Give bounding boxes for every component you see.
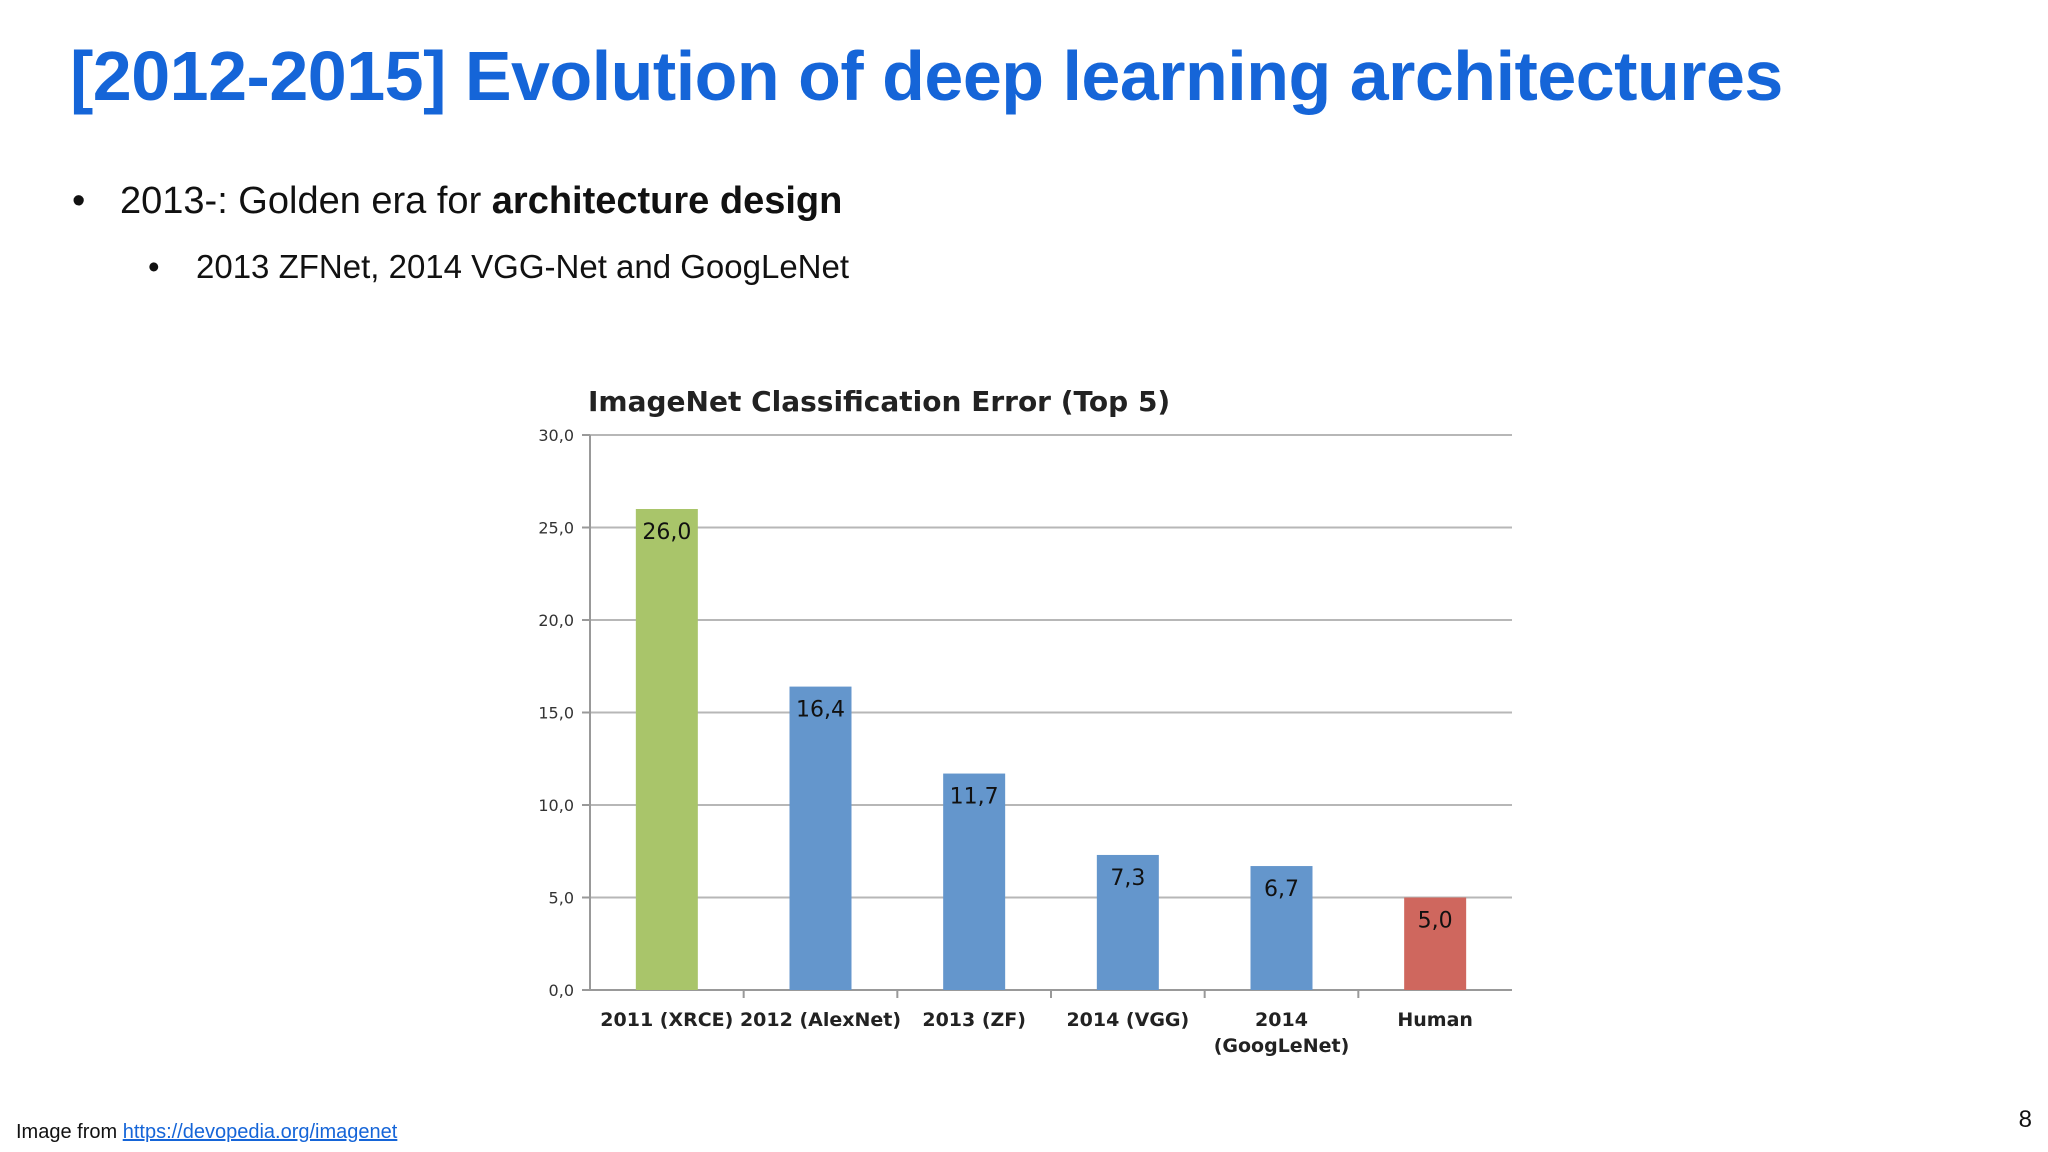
x-tick-label: (GoogLeNet)	[1214, 1035, 1350, 1057]
x-tick-label: 2011 (XRCE)	[600, 1009, 733, 1031]
bullet-emphasis: architecture design	[491, 180, 843, 222]
bar-value-label: 7,3	[1110, 866, 1145, 891]
y-tick-label: 10,0	[538, 796, 574, 815]
chart-title: ImageNet Classification Error (Top 5)	[588, 385, 1170, 418]
slide-title: [2012-2015] Evolution of deep learning a…	[70, 37, 1783, 115]
bullet-marker: •	[72, 180, 86, 222]
bar	[1250, 866, 1313, 990]
y-tick-label: 15,0	[538, 704, 574, 723]
bar-value-label: 5,0	[1418, 909, 1453, 934]
x-tick-label: 2014	[1255, 1009, 1308, 1031]
y-tick-label: 0,0	[549, 981, 574, 1000]
x-tick-label: 2012 (AlexNet)	[740, 1009, 901, 1031]
bullet-marker: •	[148, 248, 160, 285]
bullet-item-architectures: • 2013 ZFNet, 2014 VGG-Net and GoogLeNet	[148, 248, 849, 286]
y-tick-label: 30,0	[538, 426, 574, 445]
bullet-text: 2013 ZFNet, 2014 VGG-Net and GoogLeNet	[196, 248, 850, 285]
bar	[1096, 854, 1159, 990]
bar	[635, 509, 698, 990]
x-tick-label: Human	[1397, 1009, 1473, 1031]
bar	[943, 773, 1006, 990]
bar	[789, 686, 852, 990]
image-source-note: Image from https://devopedia.org/imagene…	[16, 1121, 397, 1144]
y-tick-label: 5,0	[549, 889, 574, 908]
bar-value-label: 16,4	[796, 698, 845, 723]
source-link[interactable]: https://devopedia.org/imagenet	[122, 1121, 398, 1143]
x-tick-label: 2014 (VGG)	[1066, 1009, 1189, 1031]
bullet-text: 2013-: Golden era for	[120, 180, 492, 222]
x-tick-label: 2013 (ZF)	[922, 1009, 1026, 1031]
page-number: 8	[2018, 1106, 2032, 1133]
source-prefix: Image from	[16, 1121, 123, 1143]
bar-value-label: 26,0	[642, 520, 691, 545]
bullet-item-golden-era: • 2013-: Golden era for architecture desi…	[72, 180, 842, 223]
y-tick-label: 25,0	[538, 519, 574, 538]
bar	[1404, 897, 1467, 990]
y-tick-label: 20,0	[538, 611, 574, 630]
bar-value-label: 11,7	[950, 785, 999, 810]
bar-value-label: 6,7	[1264, 877, 1299, 902]
